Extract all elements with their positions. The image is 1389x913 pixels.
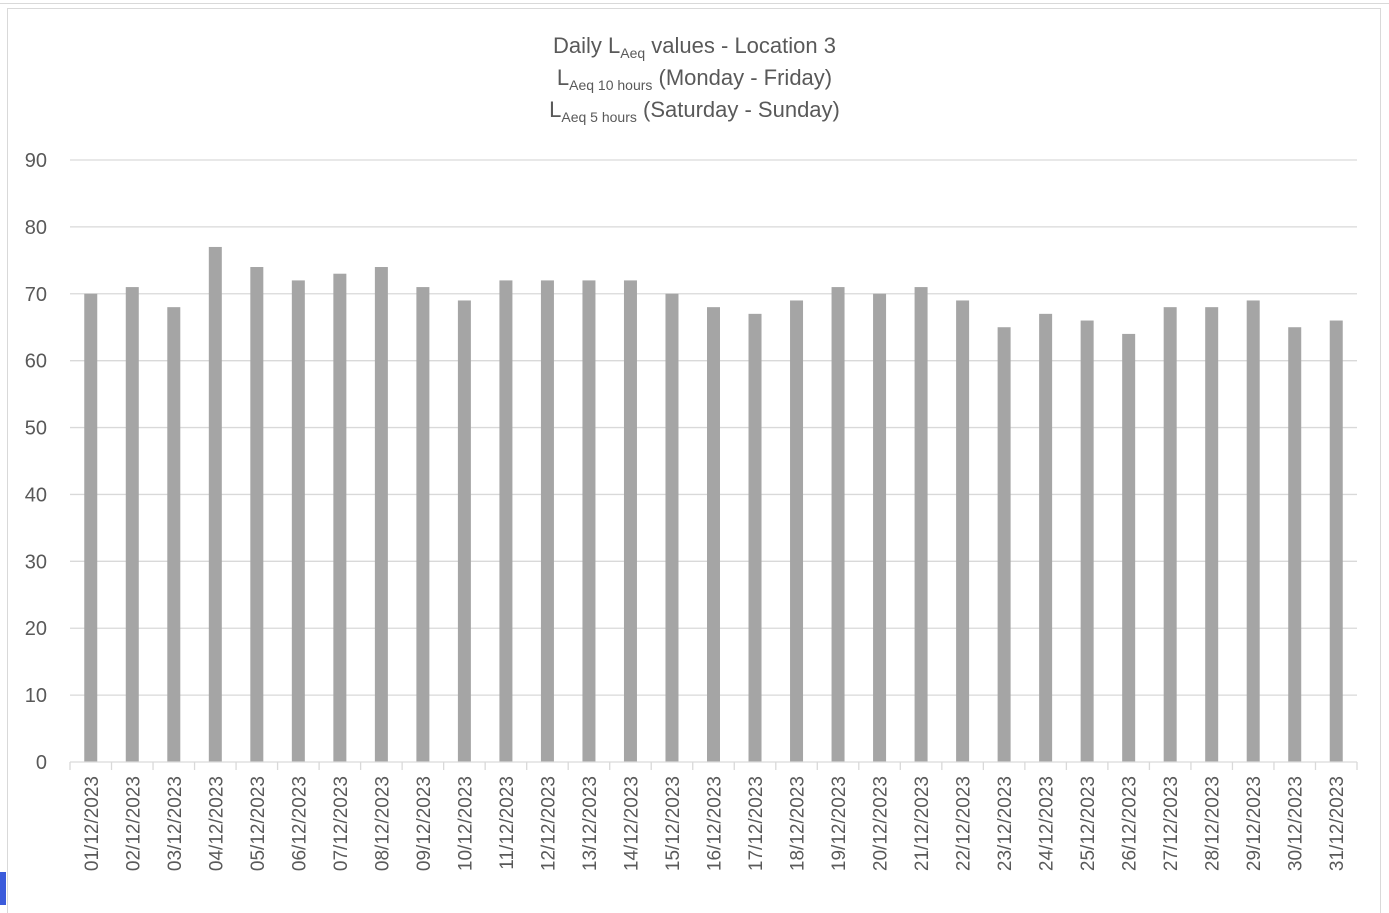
- bar: [707, 307, 720, 762]
- bar: [1122, 333, 1136, 762]
- bar: [374, 267, 388, 762]
- y-tick-label: 70: [25, 284, 47, 306]
- x-tick-label: 20/12/2023: [871, 776, 892, 871]
- x-tick-label: 16/12/2023: [705, 776, 726, 871]
- x-axis: [69, 761, 1358, 770]
- bar: [333, 273, 347, 762]
- bar: [665, 293, 679, 762]
- bar: [1080, 320, 1094, 762]
- x-tick-label: 03/12/2023: [165, 776, 186, 871]
- bar: [790, 300, 804, 762]
- x-tick-label: 18/12/2023: [788, 776, 809, 871]
- bar: [416, 287, 430, 762]
- x-tick-label: 05/12/2023: [248, 776, 269, 871]
- x-tick-label: 25/12/2023: [1078, 776, 1099, 871]
- bar: [167, 307, 181, 762]
- x-tick-label: 22/12/2023: [954, 776, 975, 871]
- bar: [1163, 307, 1177, 762]
- x-tick-label: 29/12/2023: [1244, 776, 1265, 871]
- bar: [125, 287, 139, 762]
- x-tick-label: 31/12/2023: [1327, 776, 1348, 871]
- chart-title-line-1: Daily LAeq values - Location 3: [553, 33, 836, 61]
- bar: [914, 287, 928, 762]
- bar: [956, 300, 970, 762]
- x-tick-label: 24/12/2023: [1037, 776, 1058, 871]
- bar: [623, 280, 637, 762]
- bar: [499, 280, 513, 762]
- bar: [291, 280, 305, 762]
- chart-title-line-2: LAeq 10 hours (Monday - Friday): [556, 65, 833, 93]
- x-tick-label: 04/12/2023: [206, 776, 227, 871]
- x-tick-label: 13/12/2023: [580, 776, 601, 871]
- bar: [1246, 300, 1260, 762]
- bar: [1329, 320, 1343, 762]
- y-tick-label: 30: [25, 551, 47, 573]
- y-tick-label: 90: [25, 150, 47, 172]
- x-tick-label: 01/12/2023: [82, 776, 103, 871]
- x-tick-label: 12/12/2023: [538, 776, 559, 871]
- x-tick-label: 26/12/2023: [1120, 776, 1141, 871]
- bar: [748, 313, 762, 762]
- x-tick-label: 11/12/2023: [497, 776, 518, 870]
- bar: [1205, 307, 1219, 762]
- y-tick-label: 50: [25, 418, 47, 440]
- bar: [1288, 327, 1302, 762]
- y-axis-ticks: 0 10 20 30 40 50 60 70 80 90: [25, 150, 47, 774]
- bar: [997, 327, 1011, 762]
- x-tick-label: 30/12/2023: [1286, 776, 1307, 871]
- bar: [540, 280, 554, 762]
- x-tick-label: 17/12/2023: [746, 776, 767, 871]
- bar: [1039, 313, 1053, 762]
- x-tick-label: 02/12/2023: [123, 776, 144, 871]
- window-corner-accent: [0, 872, 6, 905]
- y-tick-label: 60: [25, 351, 47, 373]
- x-tick-label: 19/12/2023: [829, 776, 850, 871]
- bar: [84, 293, 98, 762]
- chart-title-line-3: LAeq 5 hours (Saturday - Sunday): [549, 97, 840, 125]
- bars: [84, 246, 1343, 762]
- x-tick-label: 15/12/2023: [663, 776, 684, 871]
- x-tick-label: 06/12/2023: [289, 776, 310, 871]
- y-tick-label: 80: [25, 217, 47, 239]
- chart-top-edge: [0, 0, 1389, 4]
- x-tick-label: 10/12/2023: [455, 776, 476, 871]
- x-tick-label: 28/12/2023: [1203, 776, 1224, 871]
- x-tick-label: 21/12/2023: [912, 776, 933, 871]
- bar: [831, 287, 845, 762]
- x-tick-label: 08/12/2023: [372, 776, 393, 871]
- bar: [457, 300, 471, 762]
- bar: [582, 280, 596, 762]
- y-tick-label: 20: [25, 618, 47, 640]
- x-tick-label: 09/12/2023: [414, 776, 435, 871]
- x-tick-label: 27/12/2023: [1161, 776, 1182, 871]
- y-tick-label: 0: [36, 752, 47, 774]
- x-tick-label: 14/12/2023: [621, 776, 642, 871]
- bar: [250, 267, 264, 762]
- x-tick-label: 23/12/2023: [995, 776, 1016, 871]
- y-tick-label: 10: [25, 685, 47, 707]
- x-axis-ticks: 01/12/2023 02/12/2023 03/12/2023 04/12/2023…: [82, 776, 1348, 871]
- bar: [873, 293, 887, 762]
- chart-title: Daily LAeq values - Location 3 LAeq 10 h…: [0, 30, 1389, 126]
- x-tick-label: 07/12/2023: [331, 776, 352, 871]
- bar: [208, 246, 222, 762]
- y-tick-label: 40: [25, 484, 47, 506]
